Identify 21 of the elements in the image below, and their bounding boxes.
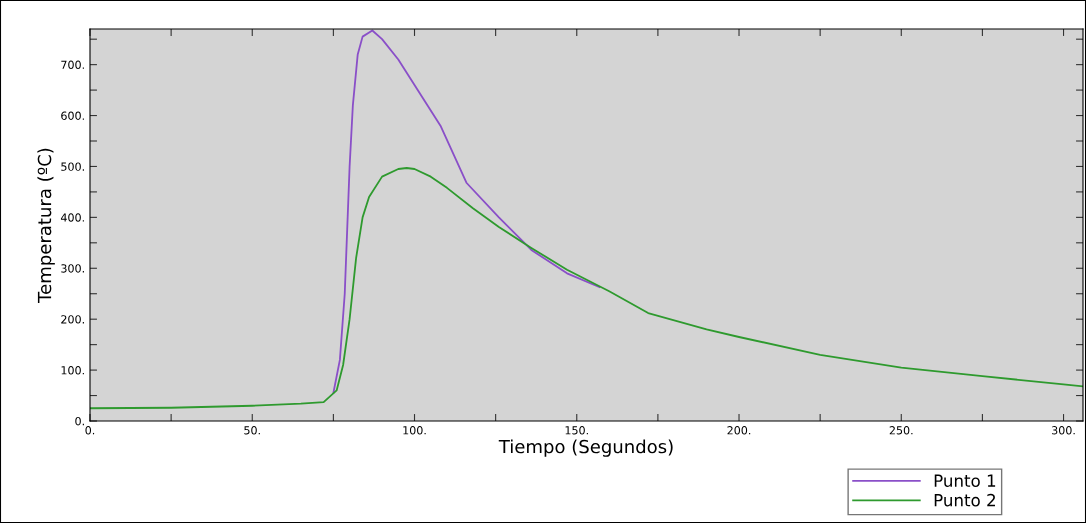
x-tick-label: 0. — [85, 426, 95, 435]
y-tick-label: 700. — [61, 60, 84, 70]
y-axis-title: Temperatura (ºC) — [37, 148, 55, 303]
line-series — [90, 167, 1083, 410]
x-tick-label: 150. — [565, 426, 588, 435]
legend-label: Punto 1 — [934, 474, 996, 487]
y-tick-label: 300. — [61, 264, 84, 273]
line-series — [332, 29, 601, 394]
x-tick-label: 200. — [727, 426, 751, 435]
x-tick-label: 50. — [244, 426, 260, 435]
y-tick-label: 500. — [61, 162, 84, 171]
y-tick-label: 400. — [60, 213, 84, 222]
x-tick-label: 100. — [403, 426, 426, 435]
y-tick-label: 200. — [61, 315, 84, 324]
y-tick-label: 0. — [75, 416, 84, 426]
x-tick-label: 250. — [889, 426, 913, 435]
y-tick-label: 100. — [61, 366, 84, 375]
x-tick-label: 300. — [1052, 426, 1075, 435]
legend-label: Punto 2 — [934, 493, 995, 507]
y-tick-label: 600. — [61, 111, 84, 120]
x-axis-title: Tiempo (Segundos) — [498, 439, 673, 457]
